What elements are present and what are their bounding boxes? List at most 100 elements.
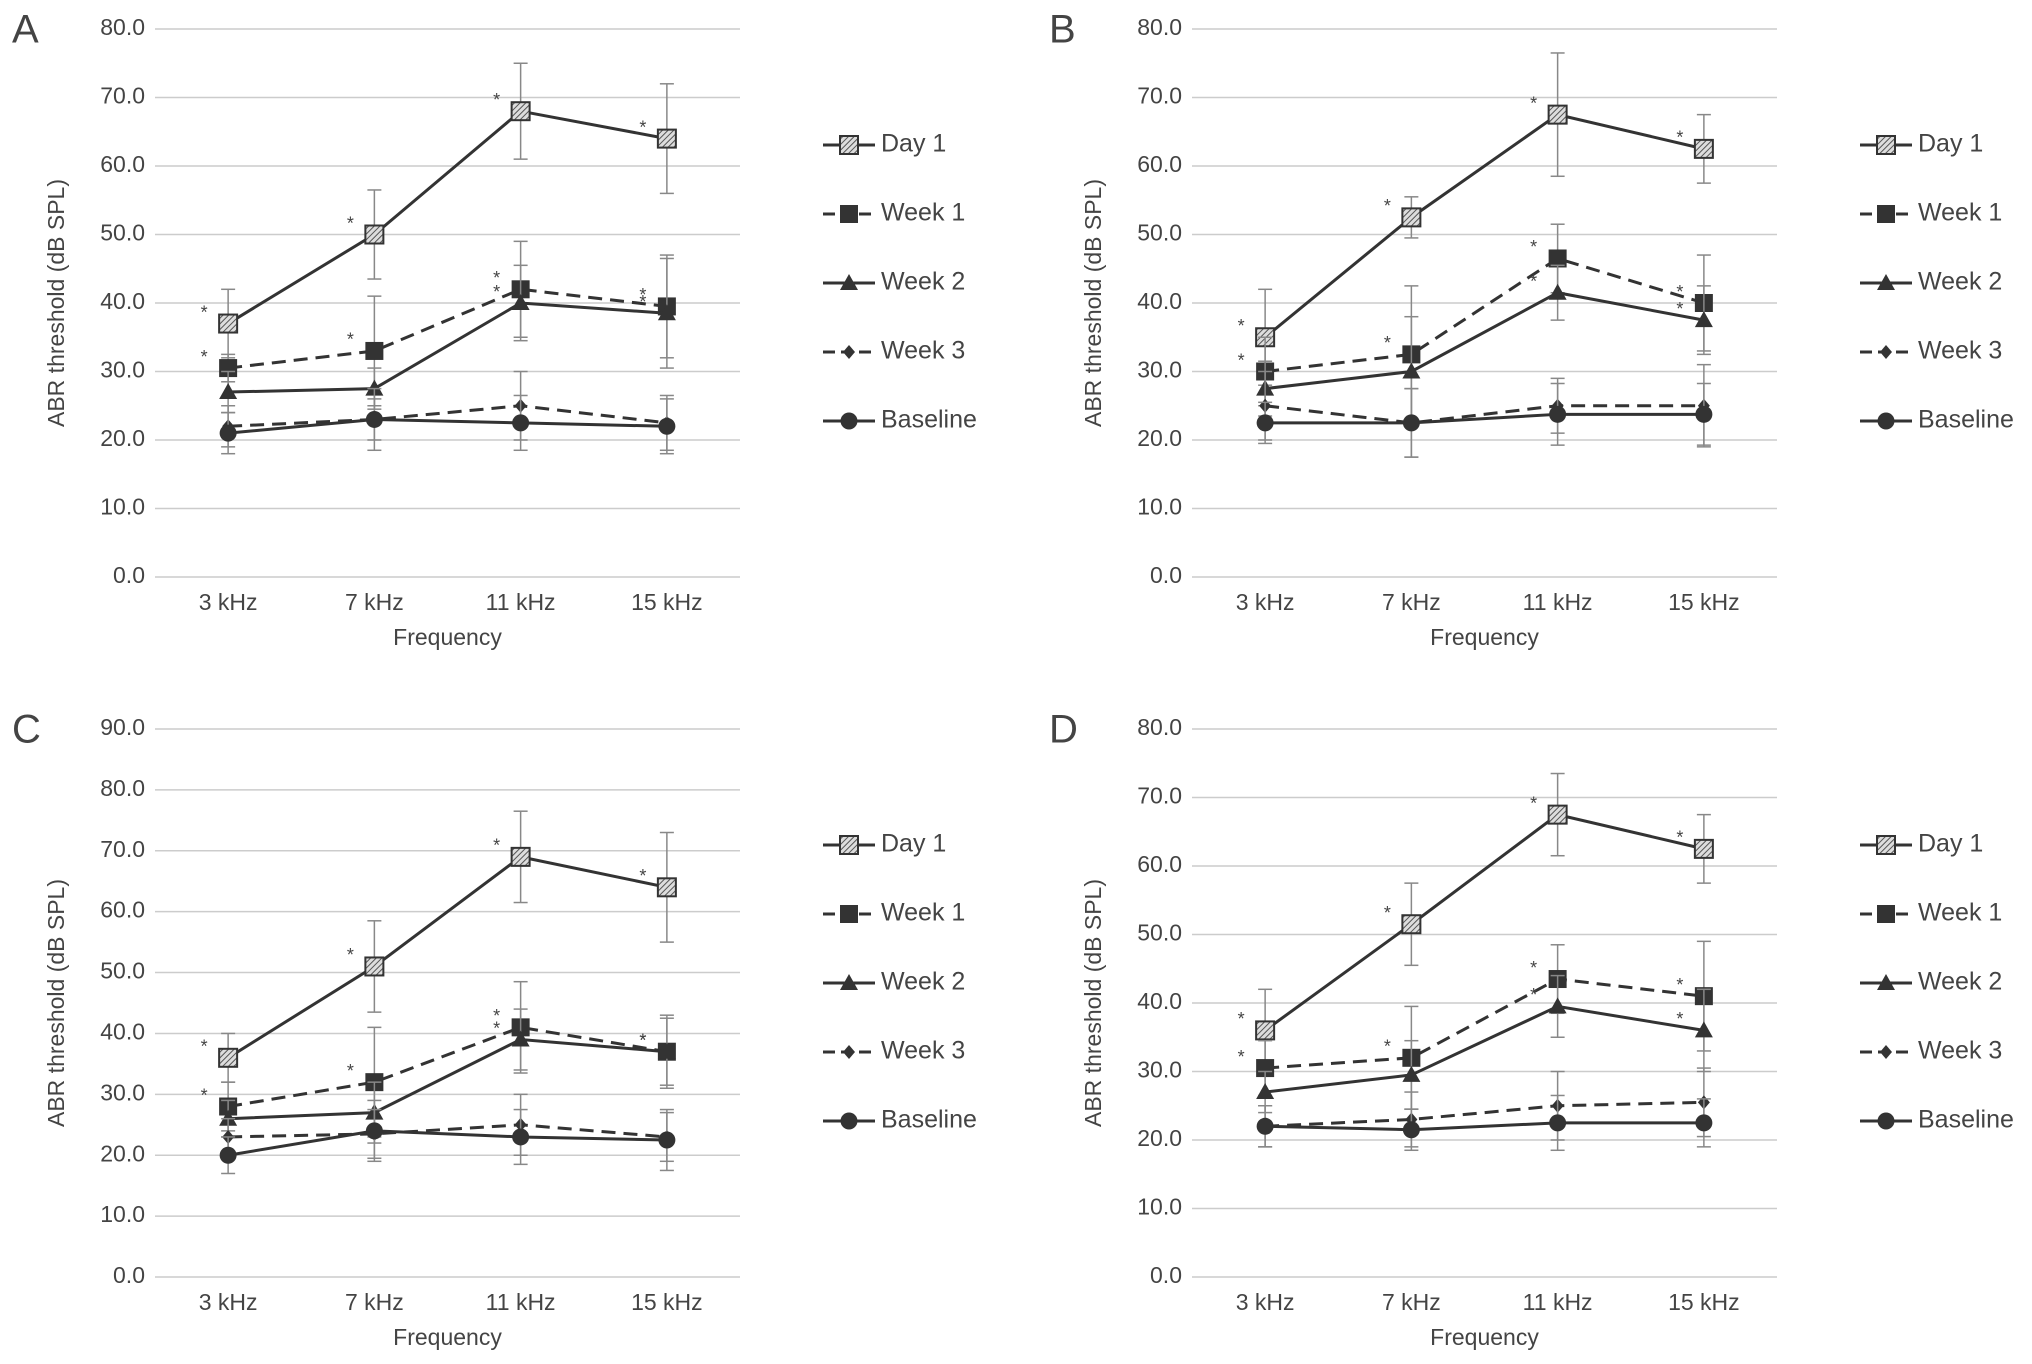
marker (840, 905, 858, 923)
y-tick-label: 80.0 (1137, 14, 1182, 40)
y-tick-label: 30.0 (1137, 357, 1182, 383)
x-tick-label: 15 kHz (631, 589, 703, 615)
marker (365, 379, 384, 396)
marker (511, 294, 530, 310)
significance-label: * (347, 213, 354, 233)
y-tick-label: 50.0 (100, 958, 145, 984)
series-line (227, 287, 668, 370)
marker (1877, 1112, 1895, 1130)
marker (843, 1045, 855, 1059)
y-tick-label: 60.0 (100, 151, 145, 177)
significance-label: * (493, 90, 500, 110)
y-tick-label: 30.0 (100, 1079, 145, 1105)
y-tick-label: 60.0 (100, 897, 145, 923)
significance-label: * (1238, 1047, 1245, 1067)
marker (1402, 1121, 1420, 1139)
marker (219, 1146, 237, 1164)
y-tick-label: 40.0 (1137, 988, 1182, 1014)
marker (1547, 804, 1568, 825)
significance-label: * (493, 1006, 500, 1026)
y-tick-label: 40.0 (100, 1019, 145, 1045)
significance-label: * (1676, 299, 1683, 319)
x-tick-label: 7 kHz (1382, 1289, 1441, 1315)
y-tick-label: 20.0 (1137, 425, 1182, 451)
x-tick-label: 11 kHz (1523, 589, 1593, 615)
marker (1693, 838, 1714, 859)
y-axis-label: ABR threshold (dB SPL) (1080, 179, 1106, 427)
marker (840, 205, 858, 223)
series-line (1265, 977, 1705, 1070)
x-tick-label: 15 kHz (631, 1289, 703, 1315)
significance-label: * (639, 1030, 646, 1050)
legend-label: Week 1 (881, 899, 965, 927)
legend-label: Week 3 (1918, 1037, 2002, 1065)
y-tick-label: 20.0 (1137, 1125, 1182, 1151)
significance-label: * (1238, 350, 1245, 370)
series-line (1264, 113, 1705, 339)
y-tick-label: 50.0 (1137, 220, 1182, 246)
y-tick-label: 70.0 (100, 836, 145, 862)
significance-label: * (639, 866, 646, 886)
series-line (1264, 1004, 1705, 1094)
legend-label: Week 1 (1918, 199, 2002, 227)
legend-label: Week 3 (1918, 337, 2002, 365)
marker (510, 846, 531, 867)
significance-label: * (1530, 793, 1537, 813)
marker (1256, 1117, 1274, 1135)
x-tick-label: 11 kHz (486, 1289, 556, 1315)
marker (1876, 135, 1896, 155)
y-tick-label: 10.0 (1137, 494, 1182, 520)
y-tick-label: 50.0 (100, 220, 145, 246)
significance-label: * (1676, 975, 1683, 995)
series-line (227, 109, 668, 325)
marker (218, 313, 239, 334)
series-line (228, 1038, 667, 1121)
y-tick-label: 0.0 (113, 1262, 145, 1288)
y-tick-label: 60.0 (1137, 151, 1182, 177)
marker (1549, 1114, 1567, 1132)
marker (840, 1112, 858, 1130)
marker (658, 417, 676, 435)
x-tick-label: 11 kHz (486, 589, 556, 615)
significance-label: * (1530, 93, 1537, 113)
marker (658, 1131, 676, 1149)
y-tick-label: 20.0 (100, 425, 145, 451)
series-line (1265, 1121, 1704, 1132)
legend-label: Week 1 (881, 199, 965, 227)
marker (1256, 1059, 1275, 1078)
y-axis-label: ABR threshold (dB SPL) (43, 879, 69, 1127)
significance-label: * (1238, 316, 1245, 336)
significance-label: * (1384, 903, 1391, 923)
y-tick-label: 10.0 (100, 494, 145, 520)
marker (219, 383, 238, 400)
x-axis-label: Frequency (393, 1324, 502, 1350)
series-line (228, 404, 668, 428)
series-line (1264, 291, 1705, 391)
marker (1548, 249, 1567, 268)
significance-label: * (347, 1061, 354, 1081)
marker (1880, 1045, 1892, 1059)
marker (1402, 362, 1421, 379)
legend-label: Week 2 (881, 268, 965, 296)
significance-label: * (1384, 333, 1391, 353)
significance-label: * (1676, 128, 1683, 148)
series-line (228, 301, 667, 394)
marker (1256, 414, 1274, 432)
marker (1880, 345, 1892, 359)
marker (512, 1128, 530, 1146)
marker (656, 877, 677, 898)
significance-label: * (493, 1018, 500, 1038)
significance-label: * (201, 1037, 208, 1057)
y-tick-label: 0.0 (1150, 562, 1182, 588)
marker (512, 414, 530, 432)
marker (843, 345, 855, 359)
x-tick-label: 15 kHz (1668, 589, 1740, 615)
marker (219, 359, 238, 378)
marker (1402, 1065, 1421, 1082)
marker (840, 274, 858, 290)
legend-label: Day 1 (1918, 130, 1983, 158)
significance-label: * (493, 282, 500, 302)
marker (840, 974, 858, 990)
marker (1256, 1083, 1275, 1100)
x-tick-label: 3 kHz (1236, 1289, 1295, 1315)
